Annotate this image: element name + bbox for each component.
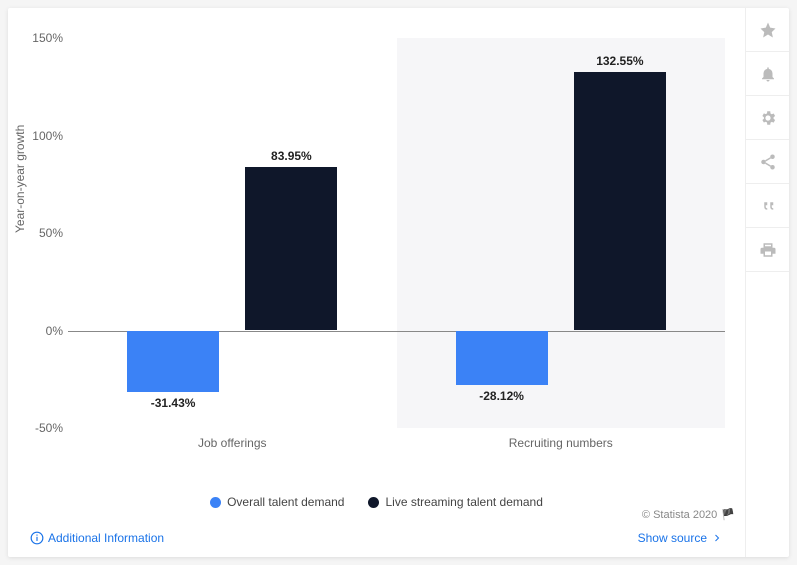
bar[interactable] xyxy=(127,331,219,392)
copyright-text: © Statista 2020 xyxy=(642,509,717,521)
share-button[interactable] xyxy=(746,140,789,184)
chart-card: Year-on-year growth -50%0%50%100%150%-31… xyxy=(8,8,789,557)
legend: Overall talent demand Live streaming tal… xyxy=(8,495,745,509)
bar-value-label: -28.12% xyxy=(479,389,524,403)
info-icon xyxy=(30,531,44,545)
bell-icon xyxy=(759,65,777,83)
chart-area: Year-on-year growth -50%0%50%100%150%-31… xyxy=(8,8,745,557)
bar-value-label: 132.55% xyxy=(596,54,643,68)
chevron-right-icon xyxy=(711,532,723,544)
toolbar xyxy=(745,8,789,557)
favorite-button[interactable] xyxy=(746,8,789,52)
bar[interactable] xyxy=(245,167,337,331)
additional-info-text: Additional Information xyxy=(48,531,164,545)
flag-icon: 🏴 xyxy=(721,508,735,521)
copyright: © Statista 2020 🏴 xyxy=(642,508,735,521)
category-label: Job offerings xyxy=(198,436,267,450)
category-label: Recruiting numbers xyxy=(509,436,613,450)
show-source-link[interactable]: Show source xyxy=(638,531,723,545)
star-icon xyxy=(759,21,777,39)
additional-info-link[interactable]: Additional Information xyxy=(30,531,164,545)
y-tick-label: -50% xyxy=(18,421,63,435)
gear-icon xyxy=(759,109,777,127)
print-icon xyxy=(759,241,777,259)
legend-item-live[interactable]: Live streaming talent demand xyxy=(368,495,542,509)
legend-swatch-icon xyxy=(210,497,221,508)
legend-label: Live streaming talent demand xyxy=(385,495,542,509)
legend-label: Overall talent demand xyxy=(227,495,344,509)
share-icon xyxy=(759,153,777,171)
print-button[interactable] xyxy=(746,228,789,272)
notify-button[interactable] xyxy=(746,52,789,96)
bar[interactable] xyxy=(456,331,548,386)
quote-icon xyxy=(759,197,777,215)
settings-button[interactable] xyxy=(746,96,789,140)
legend-swatch-icon xyxy=(368,497,379,508)
y-tick-label: 50% xyxy=(18,226,63,240)
plot-region: Year-on-year growth -50%0%50%100%150%-31… xyxy=(68,38,725,428)
footer: Additional Information Show source xyxy=(30,531,723,545)
legend-item-overall[interactable]: Overall talent demand xyxy=(210,495,344,509)
y-tick-label: 100% xyxy=(18,129,63,143)
bar-value-label: 83.95% xyxy=(271,149,312,163)
y-tick-label: 150% xyxy=(18,31,63,45)
show-source-text: Show source xyxy=(638,531,707,545)
bar-value-label: -31.43% xyxy=(151,396,196,410)
plot-band xyxy=(397,38,726,428)
cite-button[interactable] xyxy=(746,184,789,228)
y-tick-label: 0% xyxy=(18,324,63,338)
bar[interactable] xyxy=(574,72,666,330)
